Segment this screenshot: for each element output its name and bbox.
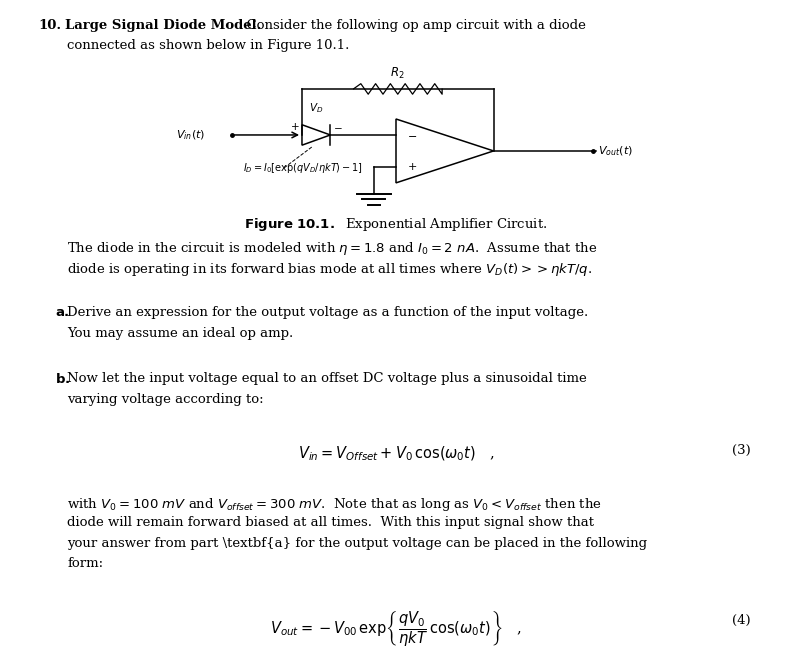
- Text: (4): (4): [732, 614, 751, 627]
- Text: $R_2$: $R_2$: [390, 66, 405, 80]
- Text: $\mathbf{b.}$: $\mathbf{b.}$: [55, 372, 70, 386]
- Text: $+$: $+$: [290, 122, 299, 132]
- Text: $I_D = I_0[\exp(qV_D/\eta kT)-1]$: $I_D = I_0[\exp(qV_D/\eta kT)-1]$: [243, 161, 363, 175]
- Text: Derive an expression for the output voltage as a function of the input voltage.: Derive an expression for the output volt…: [67, 306, 588, 319]
- Text: $V_{in}(t)$: $V_{in}(t)$: [177, 128, 206, 141]
- Text: connected as shown below in Figure 10.1.: connected as shown below in Figure 10.1.: [67, 39, 350, 52]
- Text: $V_D$: $V_D$: [309, 101, 323, 115]
- Text: Now let the input voltage equal to an offset DC voltage plus a sinusoidal time: Now let the input voltage equal to an of…: [67, 372, 587, 385]
- Text: You may assume an ideal op amp.: You may assume an ideal op amp.: [67, 327, 294, 340]
- Text: (3): (3): [732, 444, 751, 457]
- Text: $\mathbf{a.}$: $\mathbf{a.}$: [55, 306, 70, 319]
- Text: Consider the following op amp circuit with a diode: Consider the following op amp circuit wi…: [238, 19, 585, 32]
- Text: Large Signal Diode Model.: Large Signal Diode Model.: [65, 19, 261, 32]
- Text: $V_{out} = -V_{00}\,\mathrm{exp}\left\{\dfrac{qV_0}{\eta kT}\,\mathrm{cos}(\omeg: $V_{out} = -V_{00}\,\mathrm{exp}\left\{\…: [270, 609, 522, 648]
- Text: 10.: 10.: [38, 19, 61, 32]
- Text: $+$: $+$: [407, 161, 417, 173]
- Text: The diode in the circuit is modeled with $\eta = 1.8$ and $I_0 = 2\ nA$.  Assume: The diode in the circuit is modeled with…: [67, 240, 598, 258]
- Text: $-$: $-$: [333, 122, 342, 131]
- Text: $V_{out}(t)$: $V_{out}(t)$: [598, 144, 633, 158]
- Text: with $V_0 = 100\ mV$ and $V_{offset} = 300\ mV$.  Note that as long as $V_0 < V_: with $V_0 = 100\ mV$ and $V_{offset} = 3…: [67, 495, 602, 513]
- Text: diode will remain forward biased at all times.  With this input signal show that: diode will remain forward biased at all …: [67, 516, 594, 529]
- Text: $V_{in} = V_{Offset} + V_0\,\mathrm{cos}(\omega_0 t)$   ,: $V_{in} = V_{Offset} + V_0\,\mathrm{cos}…: [298, 444, 494, 463]
- Text: your answer from part \textbf{a} for the output voltage can be placed in the fol: your answer from part \textbf{a} for the…: [67, 537, 647, 550]
- Text: $-$: $-$: [407, 130, 417, 140]
- Text: diode is operating in its forward bias mode at all times where $V_D(t) >> \eta k: diode is operating in its forward bias m…: [67, 261, 592, 278]
- Text: $\mathbf{Figure\ 10.1.}$  Exponential Amplifier Circuit.: $\mathbf{Figure\ 10.1.}$ Exponential Amp…: [245, 216, 547, 233]
- Text: form:: form:: [67, 557, 104, 570]
- Text: varying voltage according to:: varying voltage according to:: [67, 392, 264, 406]
